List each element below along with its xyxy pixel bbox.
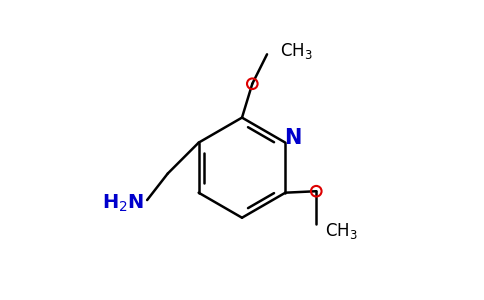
Text: CH$_3$: CH$_3$: [280, 41, 313, 62]
Text: H$_2$N: H$_2$N: [102, 192, 144, 214]
Text: CH$_3$: CH$_3$: [325, 221, 358, 241]
Text: N: N: [284, 128, 302, 148]
